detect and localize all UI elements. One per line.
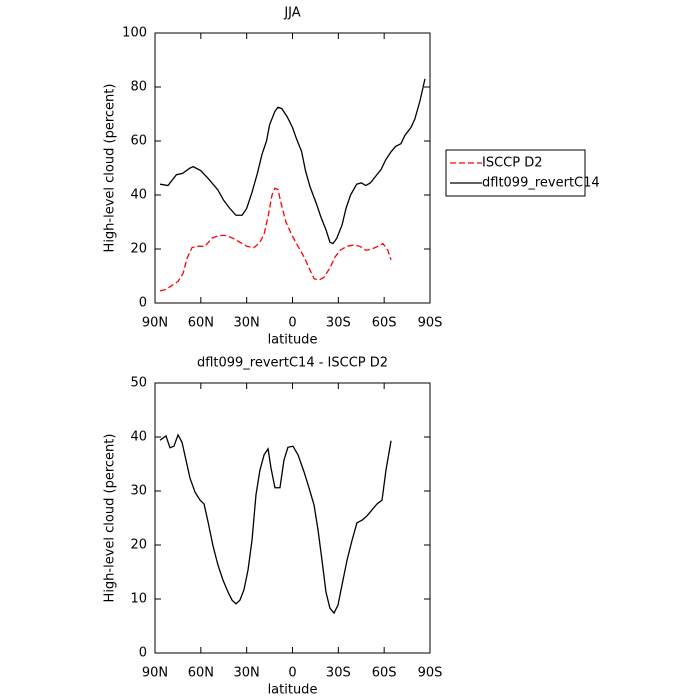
- y-tick-label: 80: [130, 80, 147, 95]
- x-tick-label: 30N: [234, 666, 260, 681]
- legend-label: ISCCP D2: [482, 156, 543, 171]
- x-axis-label: latitude: [268, 683, 318, 698]
- y-tick-label: 50: [130, 376, 147, 391]
- y-tick-label: 10: [130, 592, 147, 607]
- y-axis-label: High-level cloud (percent): [103, 434, 118, 603]
- x-tick-label: 60N: [188, 316, 214, 331]
- x-tick-label: 30N: [234, 316, 260, 331]
- y-tick-label: 30: [130, 484, 147, 499]
- y-tick-label: 0: [139, 296, 147, 311]
- x-tick-label: 60N: [188, 666, 214, 681]
- x-tick-label: 60S: [372, 666, 397, 681]
- x-tick-label: 90S: [418, 666, 443, 681]
- x-tick-label: 0: [288, 316, 296, 331]
- x-tick-label: 90N: [142, 666, 168, 681]
- legend-box: [445, 149, 586, 197]
- y-tick-label: 20: [130, 242, 147, 257]
- x-tick-label: 0: [288, 666, 296, 681]
- y-tick-label: 100: [122, 26, 147, 41]
- chart-title: JJA: [283, 6, 300, 21]
- chart-title: dflt099_revertC14 - ISCCP D2: [197, 356, 388, 371]
- x-tick-label: 60S: [372, 316, 397, 331]
- x-tick-label: 90S: [418, 316, 443, 331]
- legend-label: dflt099_revertC14: [482, 176, 600, 191]
- data-line: [159, 187, 392, 292]
- y-axis-label: High-level cloud (percent): [103, 84, 118, 253]
- data-line: [159, 433, 392, 615]
- x-tick-label: 30S: [326, 666, 351, 681]
- plot-frame: [154, 382, 431, 654]
- y-tick-label: 20: [130, 538, 147, 553]
- y-tick-label: 0: [139, 646, 147, 661]
- y-tick-label: 60: [130, 134, 147, 149]
- x-tick-label: 90N: [142, 316, 168, 331]
- y-tick-label: 40: [130, 430, 147, 445]
- x-axis-label: latitude: [268, 333, 318, 348]
- data-line: [159, 78, 426, 245]
- x-tick-label: 30S: [326, 316, 351, 331]
- y-tick-label: 40: [130, 188, 147, 203]
